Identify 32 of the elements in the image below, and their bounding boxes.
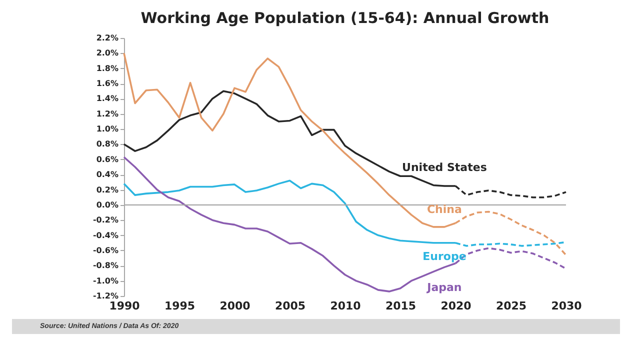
y-tick-label: -0.2% [92, 216, 118, 225]
y-tick-label: 2.0% [96, 48, 118, 58]
series-label: United States [402, 160, 488, 174]
chart-title: Working Age Population (15-64): Annual Growth [140, 9, 550, 27]
x-tick-label: 2015 [385, 300, 416, 312]
series-label: China [426, 202, 462, 216]
y-tick-label: 1.0% [96, 124, 118, 134]
x-tick-label: 2005 [274, 300, 306, 312]
x-tick-label: 2010 [330, 300, 362, 312]
series-label: Japan [426, 281, 462, 294]
y-tick-label: 0.2% [96, 185, 118, 194]
y-tick-label: 1.8% [96, 64, 118, 73]
y-tick-label: 2.2% [96, 34, 118, 42]
y-tick-label: -1.2% [92, 292, 118, 300]
y-tick-label: -0.4% [92, 230, 118, 240]
y-tick-label: 0.4% [96, 170, 118, 180]
x-tick-label: 2025 [496, 300, 527, 312]
y-tick-label: 0.0% [96, 200, 118, 210]
y-tick-label: 0.6% [96, 154, 118, 164]
y-tick-label: -1.0% [92, 276, 118, 286]
x-tick-label: 2000 [220, 300, 251, 312]
y-tick-label: 0.8% [96, 140, 118, 149]
y-tick-label: 1.6% [96, 79, 118, 88]
x-tick-label: 1995 [164, 300, 196, 312]
y-tick-label: 1.2% [96, 109, 118, 118]
x-tick-label: 2030 [551, 300, 582, 312]
x-tick-label: 2020 [440, 300, 472, 312]
y-tick-label: -0.6% [92, 246, 118, 255]
y-tick-label: 1.4% [96, 94, 118, 104]
series-label: Europe [422, 250, 466, 263]
x-tick-label: 1990 [109, 300, 140, 312]
y-tick-label: -0.8% [92, 261, 118, 270]
